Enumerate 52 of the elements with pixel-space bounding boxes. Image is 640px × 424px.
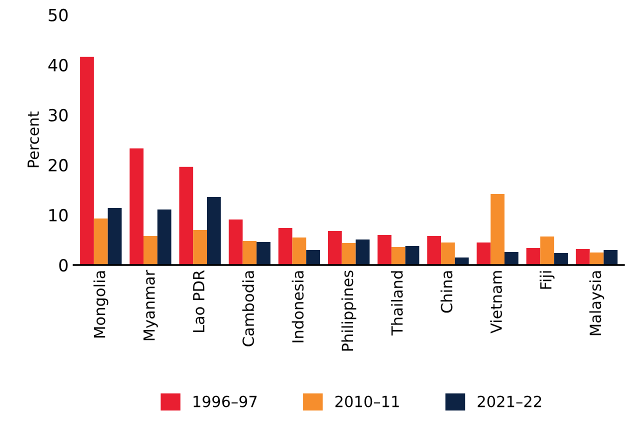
bar <box>576 248 590 265</box>
x-tick-label: Thailand <box>390 271 403 336</box>
y-tick-label: 0 <box>59 258 68 272</box>
y-tick-label: 20 <box>48 158 68 172</box>
x-tick-label: Philippines <box>341 270 356 351</box>
bar <box>540 236 554 265</box>
y-tick-label: 30 <box>48 108 68 122</box>
bar <box>256 242 270 265</box>
y-tick-label: 10 <box>49 208 68 222</box>
bar <box>342 242 356 265</box>
y-tick-label: 50 <box>48 8 68 22</box>
bar <box>228 219 243 265</box>
bar <box>206 196 221 265</box>
bar <box>193 230 207 265</box>
bar <box>427 236 442 265</box>
bar <box>328 230 342 265</box>
bar <box>391 246 406 265</box>
bar <box>242 240 257 265</box>
bar <box>405 246 420 265</box>
y-axis-title: Percent <box>28 112 40 168</box>
bar <box>504 252 518 265</box>
bar <box>278 228 292 265</box>
bar <box>476 242 491 265</box>
y-tick-label: 40 <box>48 58 68 72</box>
bar <box>157 209 172 265</box>
x-tick-label: Mongolia <box>93 271 108 338</box>
bar <box>108 208 122 265</box>
bar <box>94 218 108 265</box>
x-tick-label: Vietnam <box>490 271 502 334</box>
bar <box>526 248 540 265</box>
x-tick-label: Fiji <box>540 271 555 289</box>
bar <box>378 234 392 265</box>
bar <box>80 56 94 265</box>
bar <box>292 237 306 265</box>
bar <box>306 250 320 265</box>
x-tick-label: Lao PDR <box>193 270 204 332</box>
bar <box>356 239 370 265</box>
legend-label: 1996–97 <box>194 396 257 408</box>
x-tick-label: China <box>440 271 452 313</box>
bar <box>179 166 194 265</box>
x-tick-label: Myanmar <box>144 270 158 340</box>
bar <box>441 242 455 265</box>
bar <box>604 250 618 265</box>
legend-label: 2010–11 <box>335 396 399 408</box>
bar <box>490 194 504 265</box>
bar <box>144 236 158 265</box>
bar <box>130 148 144 265</box>
x-tick-label: Cambodia <box>242 271 254 346</box>
legend-label: 2021–22 <box>478 396 542 408</box>
bar <box>554 252 568 265</box>
x-tick-label: Indonesia <box>292 271 304 342</box>
x-tick-label: Malaysia <box>589 271 604 336</box>
